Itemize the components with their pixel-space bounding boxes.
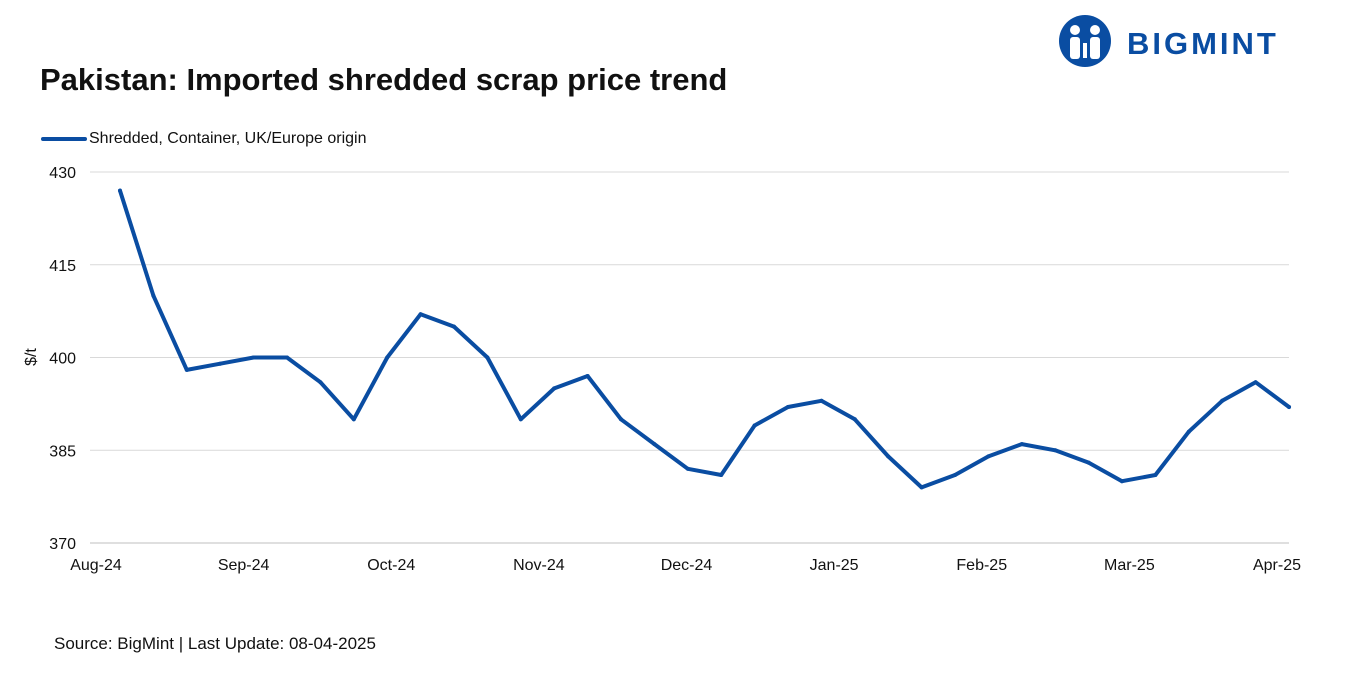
data-point bbox=[886, 454, 891, 459]
x-tick-label: Sep-24 bbox=[218, 557, 270, 574]
data-point bbox=[452, 324, 456, 329]
data-point bbox=[919, 485, 924, 490]
y-tick-label: 385 bbox=[49, 443, 76, 460]
data-point bbox=[1019, 442, 1024, 447]
data-point bbox=[619, 417, 623, 422]
data-point bbox=[1086, 460, 1091, 465]
data-point bbox=[351, 417, 356, 422]
data-point bbox=[285, 355, 289, 360]
data-point bbox=[1053, 448, 1058, 453]
x-tick-label: Mar-25 bbox=[1104, 557, 1155, 574]
y-tick-label: 400 bbox=[49, 351, 76, 368]
data-point bbox=[685, 466, 690, 471]
data-point bbox=[418, 312, 423, 317]
x-tick-label: Jan-25 bbox=[810, 557, 859, 574]
data-point bbox=[852, 417, 857, 422]
data-point bbox=[652, 442, 657, 447]
chart-title: Pakistan: Imported shredded scrap price … bbox=[40, 62, 728, 97]
x-tick-label: Oct-24 bbox=[367, 557, 415, 574]
data-point bbox=[1120, 479, 1124, 484]
data-point bbox=[752, 423, 757, 428]
x-tick-label: Feb-25 bbox=[956, 557, 1007, 574]
x-tick-label: Apr-25 bbox=[1253, 557, 1301, 574]
logo-text: BIGMINT bbox=[1127, 26, 1279, 61]
y-tick-label: 415 bbox=[49, 258, 76, 275]
y-axis-label: $/t bbox=[23, 348, 40, 366]
y-tick-label: 370 bbox=[49, 536, 76, 553]
data-point bbox=[1153, 473, 1158, 477]
y-tick-label: 430 bbox=[49, 165, 76, 182]
data-point bbox=[953, 473, 957, 477]
data-point bbox=[786, 405, 790, 409]
series-line-shredded-container-uk-europe bbox=[118, 188, 1291, 490]
data-point bbox=[552, 386, 557, 391]
bigmint-logo: BIGMINT bbox=[1057, 14, 1342, 70]
data-point bbox=[719, 473, 724, 477]
data-point bbox=[1186, 429, 1191, 434]
data-point bbox=[518, 417, 523, 422]
x-tick-label: Aug-24 bbox=[70, 557, 122, 574]
data-point bbox=[184, 367, 189, 372]
legend: Shredded, Container, UK/Europe origin bbox=[41, 130, 367, 148]
source-note: Source: BigMint | Last Update: 08-04-202… bbox=[54, 634, 376, 653]
bigmint-people-logo-icon bbox=[1059, 15, 1111, 67]
data-point bbox=[1287, 405, 1291, 409]
legend-label: Shredded, Container, UK/Europe origin bbox=[89, 130, 367, 147]
data-point bbox=[118, 188, 122, 193]
data-point bbox=[585, 374, 590, 378]
legend-swatch bbox=[41, 137, 87, 141]
data-point bbox=[218, 361, 223, 366]
data-point bbox=[251, 355, 256, 360]
data-point bbox=[385, 355, 390, 360]
data-point bbox=[485, 355, 490, 360]
data-point bbox=[1253, 380, 1258, 385]
data-point bbox=[1220, 398, 1225, 403]
data-point bbox=[819, 398, 824, 403]
x-tick-label: Nov-24 bbox=[513, 557, 565, 574]
data-point bbox=[318, 380, 323, 385]
data-point bbox=[151, 293, 156, 298]
line-chart: 370 385 400 415 430 $/t Aug-24 Sep-24 Oct-24 Nov-… bbox=[23, 165, 1301, 574]
data-point bbox=[986, 454, 991, 459]
x-tick-label: Dec-24 bbox=[661, 557, 713, 574]
